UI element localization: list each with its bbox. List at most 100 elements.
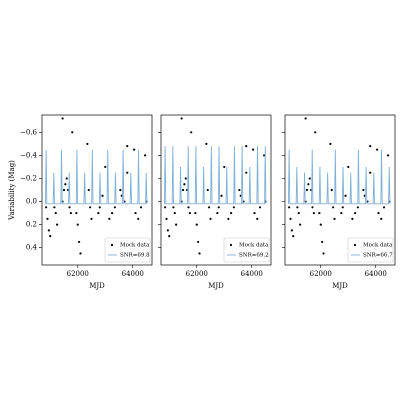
data-point: [258, 206, 262, 209]
data-point: [376, 148, 379, 151]
data-point: [311, 206, 314, 209]
data-point: [308, 177, 311, 180]
legend-marker: [110, 243, 114, 247]
data-point: [299, 223, 302, 226]
data-point: [69, 211, 72, 215]
legend-box: [104, 237, 151, 263]
data-point: [252, 148, 255, 151]
data-point: [61, 117, 64, 120]
data-point: [172, 206, 175, 209]
x-tick-label: 64000: [122, 270, 144, 278]
data-point: [97, 211, 100, 215]
data-point: [87, 188, 90, 192]
data-point: [49, 235, 52, 238]
data-point: [197, 240, 200, 244]
data-point: [98, 206, 101, 209]
data-point: [216, 211, 219, 215]
data-point: [76, 223, 79, 226]
data-point: [332, 206, 335, 209]
x-tick-label: 62000: [186, 270, 208, 278]
data-point: [292, 235, 295, 238]
data-point: [111, 211, 114, 215]
data-point: [356, 206, 359, 209]
data-point: [183, 183, 186, 186]
model-line: [44, 149, 148, 205]
data-point: [330, 188, 333, 192]
data-point: [64, 183, 67, 186]
data-point: [46, 217, 49, 220]
data-point: [351, 217, 354, 220]
data-point: [139, 206, 143, 209]
data-point: [227, 217, 230, 220]
x-axis-label: MJD: [89, 282, 105, 290]
legend-label: SNR=69.2: [239, 253, 269, 259]
axes-frame: [284, 114, 396, 266]
data-point: [180, 117, 183, 120]
data-point: [297, 211, 300, 215]
data-point: [245, 171, 248, 174]
data-point: [165, 217, 168, 220]
data-point: [78, 240, 81, 244]
data-point: [220, 194, 223, 197]
data-point: [333, 217, 336, 220]
data-point: [245, 145, 248, 148]
legend-marker: [353, 243, 357, 247]
legend-label: SNR=66.7: [363, 253, 393, 259]
data-point: [90, 217, 93, 220]
data-point: [382, 206, 386, 209]
data-point: [230, 211, 233, 215]
data-point: [206, 188, 209, 192]
data-point: [296, 206, 299, 209]
data-point: [134, 211, 137, 215]
data-point: [312, 211, 315, 215]
data-point: [209, 217, 212, 220]
data-point: [319, 223, 322, 226]
x-axis-label: MJD: [332, 282, 348, 290]
data-point: [166, 229, 169, 232]
model-line: [287, 149, 391, 205]
data-point: [126, 145, 129, 148]
data-point: [362, 188, 365, 192]
x-axis-label: MJD: [208, 282, 224, 290]
data-point: [347, 165, 350, 169]
data-point: [205, 142, 208, 145]
data-point: [108, 217, 111, 220]
data-point: [329, 142, 332, 145]
data-point: [387, 154, 390, 157]
x-tick-label: 62000: [310, 270, 332, 278]
legend-label: Mock data: [239, 243, 269, 249]
data-point: [173, 211, 176, 215]
data-point: [75, 211, 78, 215]
legend-box: [347, 237, 394, 263]
y-tick-label: 0.4: [26, 244, 38, 252]
x-tick-label: 62000: [67, 270, 89, 278]
data-point: [119, 188, 122, 192]
data-point: [187, 206, 190, 209]
data-point: [344, 194, 347, 197]
y-tick-label: 0.2: [26, 221, 37, 229]
x-tick-label: 64000: [365, 270, 387, 278]
legend-box: [223, 237, 270, 263]
y-tick-label: −0.2: [20, 174, 37, 182]
data-point: [314, 131, 317, 134]
data-point: [304, 117, 307, 120]
data-point: [377, 211, 380, 215]
data-point: [195, 223, 198, 226]
data-point: [164, 206, 167, 209]
data-point: [318, 211, 321, 215]
data-point: [253, 211, 256, 215]
data-point: [288, 206, 291, 209]
data-point: [79, 252, 82, 255]
x-tick-label: 64000: [241, 270, 263, 278]
data-point: [53, 206, 56, 209]
data-point: [380, 217, 383, 220]
data-point: [175, 223, 178, 226]
data-point: [144, 154, 147, 157]
data-point: [307, 183, 310, 186]
data-point: [223, 165, 226, 169]
data-point: [217, 206, 220, 209]
axes-frame: [160, 114, 272, 266]
legend-marker: [229, 243, 233, 247]
